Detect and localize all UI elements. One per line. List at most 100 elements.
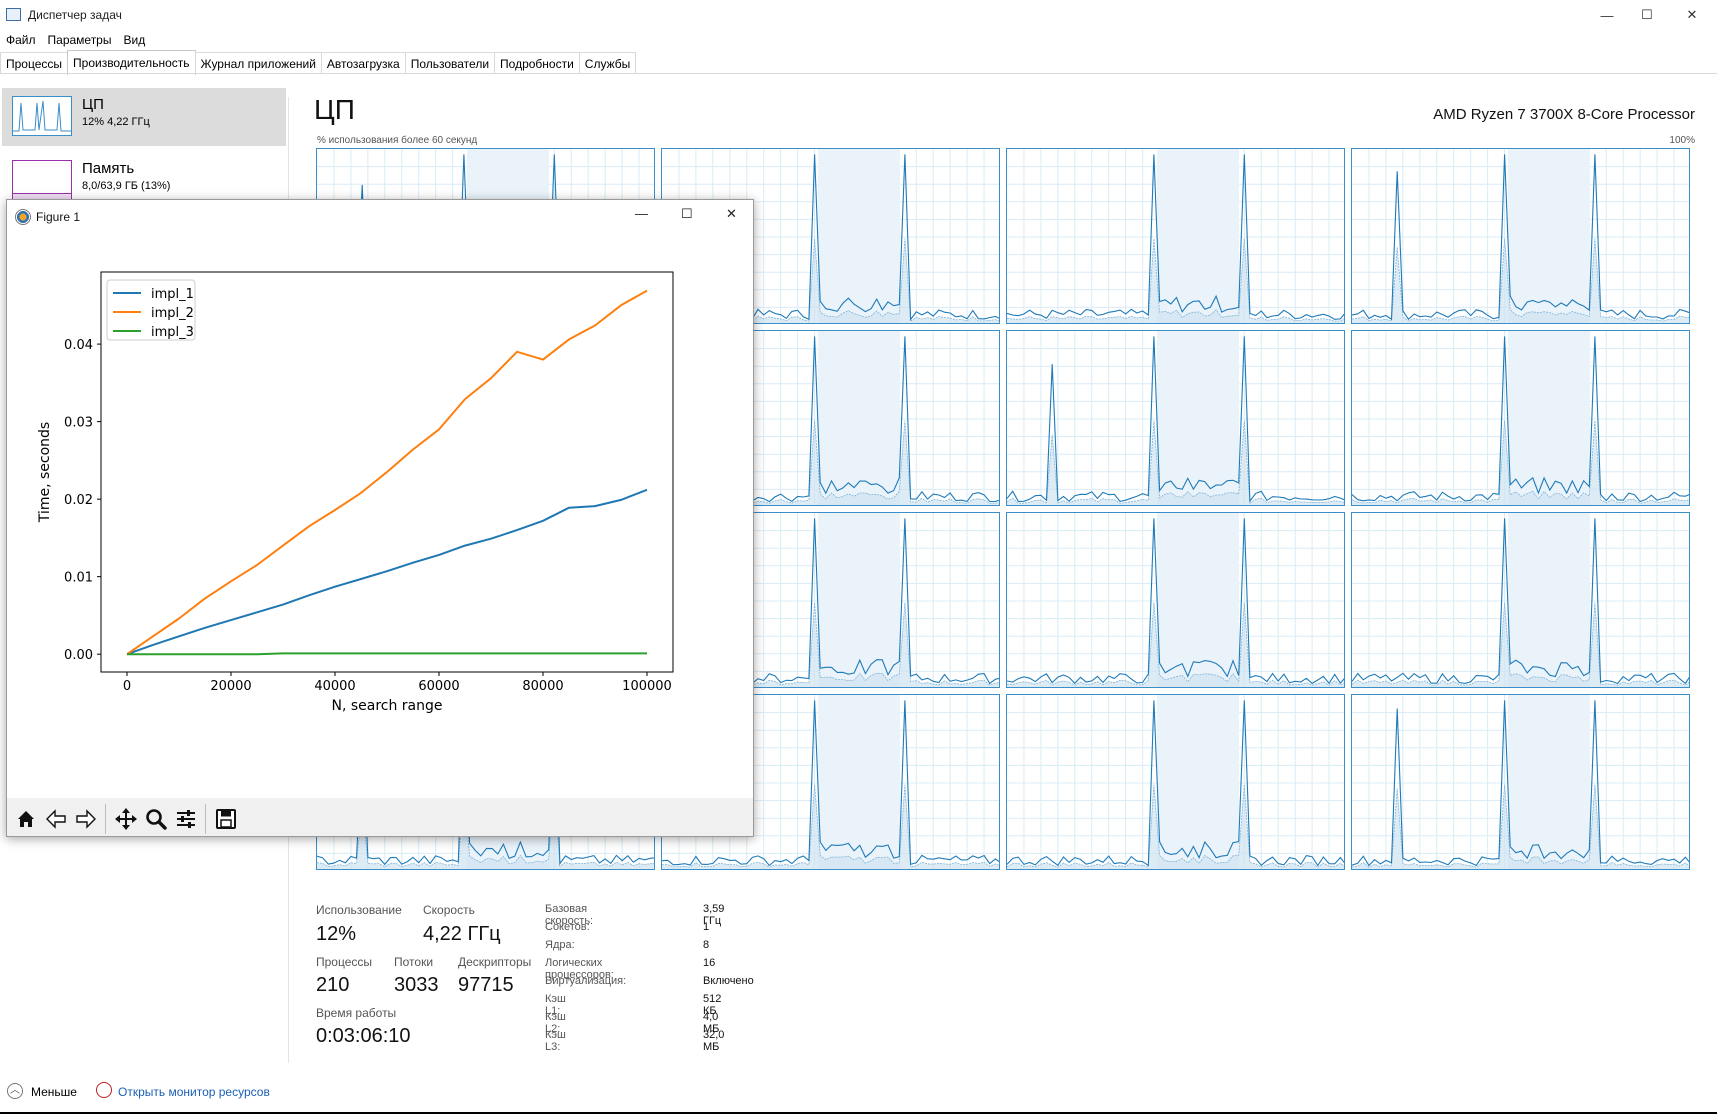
tab-strip: Процессы Производительность Журнал прило… bbox=[0, 50, 637, 75]
tab-divider bbox=[0, 73, 1717, 74]
save-icon[interactable] bbox=[213, 806, 239, 832]
sidebar-item-cpu[interactable]: ЦП 12% 4,22 ГГц bbox=[2, 88, 286, 146]
threads-value: 3033 bbox=[394, 974, 439, 996]
series-line-impl_1 bbox=[126, 488, 648, 656]
menu-options[interactable]: Параметры bbox=[47, 33, 112, 47]
detail-value: 16 bbox=[703, 957, 716, 969]
cpu-thumbnail bbox=[12, 96, 72, 136]
maximize-button[interactable]: ☐ bbox=[1641, 7, 1653, 22]
close-button[interactable]: ✕ bbox=[1686, 7, 1698, 22]
memory-thumbnail bbox=[12, 160, 72, 200]
menu-file[interactable]: Файл bbox=[6, 33, 36, 47]
figure-maximize-button[interactable]: ☐ bbox=[681, 206, 693, 221]
graph-caption: % использования более 60 секунд bbox=[317, 135, 478, 146]
detail-key: Кэш L3: bbox=[545, 1029, 566, 1053]
tab-services[interactable]: Службы bbox=[578, 52, 637, 74]
tab-details[interactable]: Подробности bbox=[494, 52, 580, 74]
tab-performance[interactable]: Производительность bbox=[67, 50, 196, 75]
task-manager-icon bbox=[6, 8, 21, 21]
logical-processor-graph bbox=[1351, 512, 1690, 688]
y-tick-label: 0.02 bbox=[64, 493, 93, 508]
detail-value: 8 bbox=[703, 939, 710, 951]
logical-processor-graph bbox=[1006, 148, 1345, 324]
sidebar-cpu-sub: 12% 4,22 ГГц bbox=[82, 116, 150, 128]
processes-label: Процессы bbox=[316, 955, 373, 969]
tab-users[interactable]: Пользователи bbox=[404, 52, 496, 74]
detail-key: Виртуализация: bbox=[545, 975, 627, 987]
detail-key: Кэш L1: bbox=[545, 993, 566, 1017]
threads-label: Потоки bbox=[394, 955, 434, 969]
uptime-value: 0:03:06:10 bbox=[316, 1025, 411, 1047]
logical-processor-graph bbox=[1006, 694, 1345, 870]
handles-label: Дескрипторы bbox=[458, 955, 532, 969]
pan-icon[interactable] bbox=[113, 806, 139, 832]
x-tick-label: 40000 bbox=[314, 679, 355, 694]
window-title: Диспетчер задач bbox=[28, 8, 122, 22]
legend-label: impl_1 bbox=[151, 287, 194, 302]
series-line-impl_3 bbox=[127, 652, 647, 656]
forward-icon[interactable] bbox=[73, 806, 99, 832]
speed-label: Скорость bbox=[423, 903, 475, 917]
uptime-label: Время работы bbox=[316, 1006, 397, 1020]
x-axis-label: N, search range bbox=[331, 698, 442, 714]
title-bar: Диспетчер задач — ☐ ✕ bbox=[0, 0, 1717, 30]
detail-key: Кэш L2: bbox=[545, 1011, 566, 1035]
y-tick-label: 0.03 bbox=[64, 416, 93, 431]
series-line-impl_2 bbox=[126, 289, 648, 656]
zoom-icon[interactable] bbox=[143, 806, 169, 832]
legend-label: impl_2 bbox=[151, 306, 194, 321]
figure-title: Figure 1 bbox=[36, 210, 81, 224]
menu-bar: Файл Параметры Вид bbox=[0, 30, 151, 50]
legend-box bbox=[106, 279, 196, 341]
chevron-up-icon[interactable]: ︿ bbox=[7, 1083, 23, 1099]
tab-startup[interactable]: Автозагрузка bbox=[320, 52, 406, 74]
detail-value: 3,59 ГГц bbox=[703, 903, 725, 927]
back-icon[interactable] bbox=[43, 806, 69, 832]
bottom-border bbox=[0, 1112, 1717, 1114]
logical-processor-graph bbox=[1351, 148, 1690, 324]
speed-value: 4,22 ГГц bbox=[423, 923, 501, 945]
logical-processor-graph bbox=[1351, 694, 1690, 870]
sidebar-memory-sub: 8,0/63,9 ГБ (13%) bbox=[82, 180, 171, 192]
minimize-button[interactable]: — bbox=[1600, 7, 1614, 23]
x-tick-label: 0 bbox=[123, 679, 131, 694]
processes-value: 210 bbox=[316, 974, 350, 996]
menu-view[interactable]: Вид bbox=[123, 33, 146, 47]
page-title: ЦП bbox=[314, 94, 355, 125]
x-tick-label: 100000 bbox=[622, 679, 672, 694]
y-tick-label: 0.04 bbox=[64, 338, 93, 353]
toolbar-separator bbox=[105, 804, 106, 834]
graph-max-label: 100% bbox=[1669, 135, 1695, 146]
figure-window: Figure 1 — ☐ ✕ 0 20000 40000 60000 80000 1000… bbox=[6, 199, 754, 837]
logical-processor-graph bbox=[1351, 330, 1690, 506]
sidebar-memory-name: Память bbox=[82, 160, 135, 177]
detail-value: 512 КБ bbox=[703, 993, 722, 1017]
sidebar-cpu-name: ЦП bbox=[82, 96, 104, 113]
figure-close-button[interactable]: ✕ bbox=[726, 206, 737, 221]
figure-toolbar bbox=[7, 798, 753, 836]
usage-value: 12% bbox=[316, 923, 357, 945]
plot-area: 0 20000 40000 60000 80000 100000 0.00 0.01 0.02 0… bbox=[37, 271, 674, 714]
handles-value: 97715 bbox=[458, 974, 514, 996]
toolbar-separator bbox=[205, 804, 206, 834]
configure-icon[interactable] bbox=[173, 806, 199, 832]
figure-minimize-button[interactable]: — bbox=[635, 206, 648, 221]
y-tick-label: 0.01 bbox=[64, 571, 93, 586]
detail-key: Ядра: bbox=[545, 939, 575, 951]
usage-label: Использование bbox=[316, 903, 402, 917]
tab-app-history[interactable]: Журнал приложений bbox=[194, 52, 322, 74]
resource-monitor-link[interactable]: Открыть монитор ресурсов bbox=[118, 1085, 270, 1099]
x-tick-label: 60000 bbox=[418, 679, 459, 694]
figure-app-icon bbox=[15, 209, 31, 225]
detail-value: 1 bbox=[703, 921, 710, 933]
detail-key: Логических процессоров: bbox=[545, 957, 614, 981]
detail-value: 4,0 МБ bbox=[703, 1011, 720, 1035]
fewer-details-button[interactable]: Меньше bbox=[31, 1085, 77, 1099]
home-icon[interactable] bbox=[13, 806, 39, 832]
tab-processes[interactable]: Процессы bbox=[0, 52, 69, 74]
y-tick-label: 0.00 bbox=[64, 648, 93, 663]
detail-key: Сокетов: bbox=[545, 921, 590, 933]
sidebar-item-memory[interactable]: Память 8,0/63,9 ГБ (13%) bbox=[2, 152, 286, 210]
processor-name: AMD Ryzen 7 3700X 8-Core Processor bbox=[1433, 106, 1695, 123]
logical-processor-graph bbox=[1006, 330, 1345, 506]
